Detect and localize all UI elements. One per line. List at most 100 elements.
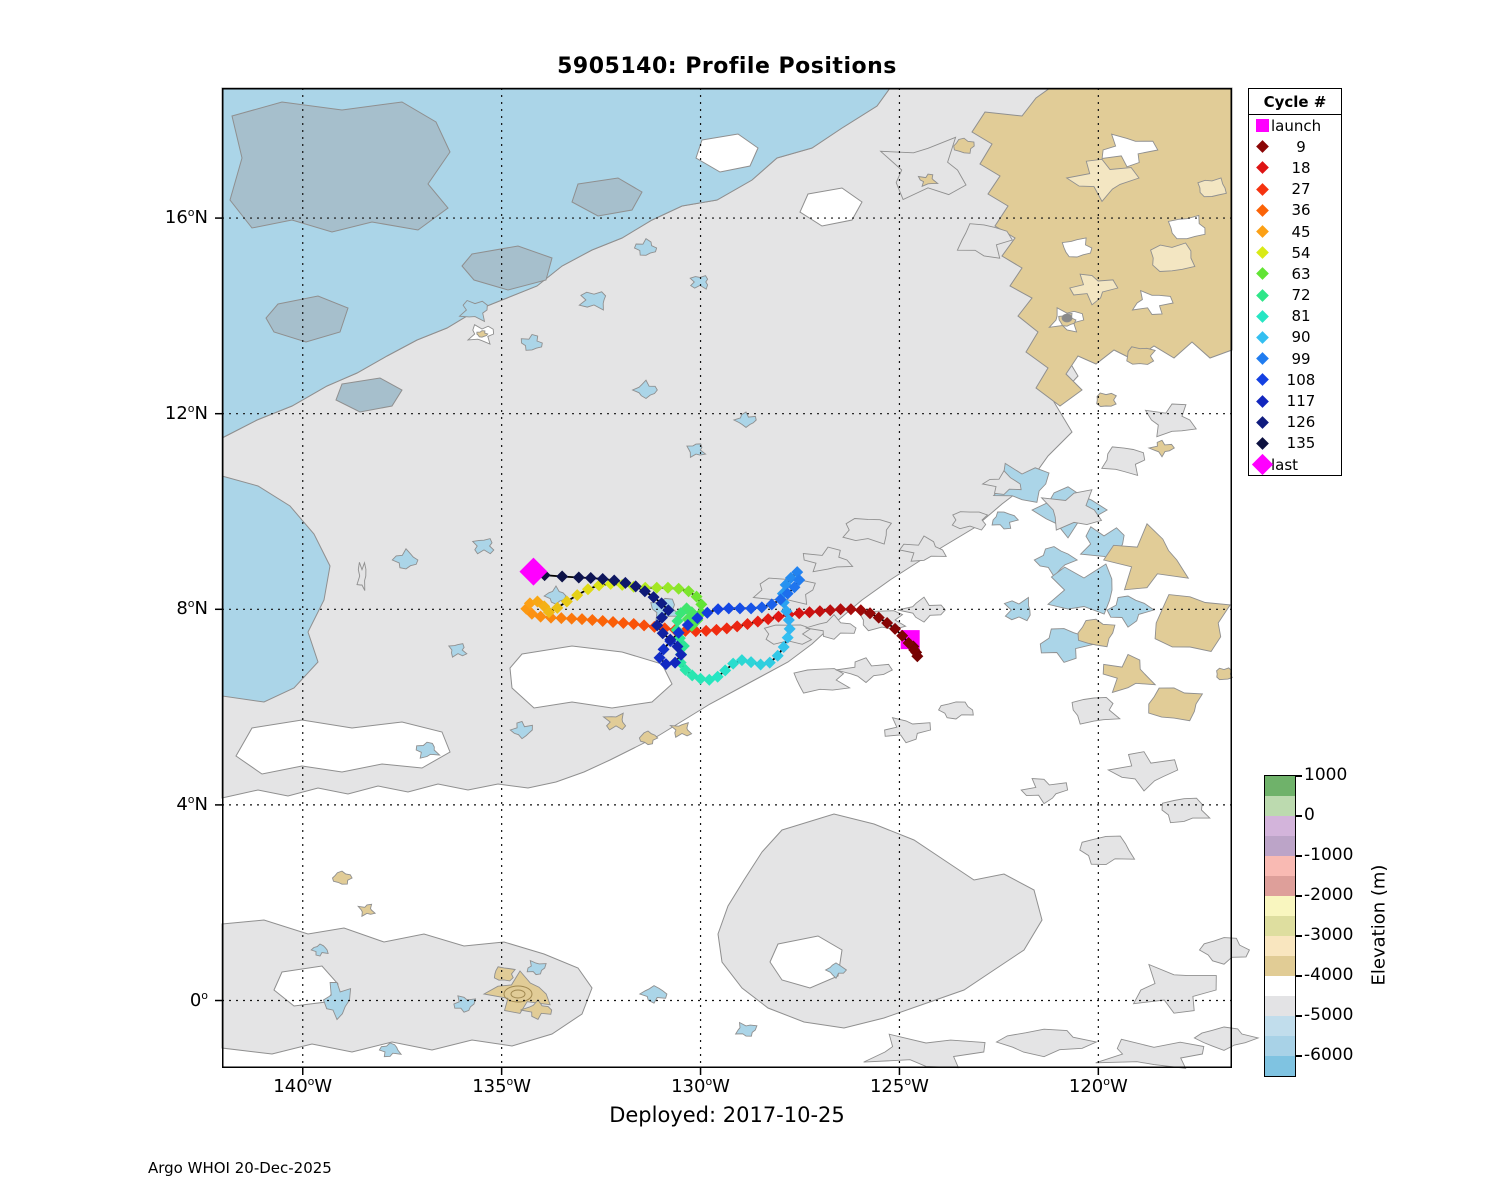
cycle-marker <box>701 606 714 619</box>
bathymetry-patch <box>476 330 489 338</box>
bathymetry-patch <box>917 173 939 188</box>
cycle-marker <box>793 573 806 586</box>
cycle-marker <box>661 581 674 594</box>
cycle-marker <box>671 640 684 653</box>
cycle-marker <box>655 597 668 610</box>
map-region-deepest-1 <box>229 101 451 233</box>
colorbar-segment <box>1265 816 1295 836</box>
colorbar-tick-label: -3000 <box>1304 925 1354 945</box>
cycle-marker <box>700 624 713 637</box>
bathymetry-patch <box>578 291 607 311</box>
cycle-marker <box>638 585 651 598</box>
cycle-marker <box>581 583 594 596</box>
x-tick-label: 135oW <box>472 1075 532 1097</box>
bathymetry-patch <box>1144 403 1198 438</box>
bathymetry-patch <box>802 546 854 573</box>
cycle-marker <box>671 615 684 628</box>
colorbar-tick-mark <box>1295 855 1302 857</box>
plot-border <box>222 88 1232 1068</box>
legend-entry: 108 <box>1249 369 1341 390</box>
cycle-legend-icon <box>1254 352 1271 366</box>
cycle-marker <box>763 656 776 669</box>
x-axis-title: Deployed: 2017-10-25 <box>609 1103 845 1127</box>
bathymetry-patch <box>1096 392 1117 407</box>
bathymetry-patch <box>981 470 1022 495</box>
cycle-marker <box>771 649 784 662</box>
cycle-marker <box>788 581 801 594</box>
map-region-white-hole-5 <box>695 133 759 173</box>
cycle-marker <box>777 640 790 653</box>
map-plot-area <box>215 87 1260 1075</box>
bathymetry-patch <box>937 701 974 720</box>
cycle-marker <box>627 617 640 630</box>
legend-entry-label: 9 <box>1296 137 1306 156</box>
cycle-marker <box>751 615 764 628</box>
bathymetry-patch <box>951 511 989 531</box>
last-marker <box>519 557 548 586</box>
legend-entry: 81 <box>1249 306 1341 327</box>
bathymetry-patch <box>995 1028 1098 1058</box>
cycle-marker <box>824 604 837 617</box>
legend-entry-label: 45 <box>1291 222 1311 241</box>
bathymetry-patch <box>956 223 1013 259</box>
cycle-marker <box>576 613 589 626</box>
y-tick-label: 12oN <box>164 401 208 424</box>
bathymetry-patch <box>1065 158 1140 203</box>
seamount-summit <box>1061 313 1073 323</box>
bathymetry-patch <box>863 1033 986 1069</box>
bathymetry-patch <box>835 657 893 684</box>
cycle-marker <box>780 605 793 618</box>
bathymetry-patch <box>1003 596 1031 622</box>
bathymetry-patch <box>357 903 377 918</box>
map-region-deepest-5 <box>335 377 403 413</box>
cycle-marker <box>774 593 787 606</box>
colorbar-segment <box>1265 936 1295 956</box>
cycle-marker <box>741 617 754 630</box>
bathymetry-patch <box>734 1021 758 1037</box>
cycle-marker <box>584 572 597 584</box>
cycle-marker <box>596 615 609 628</box>
cycle-marker <box>772 610 785 623</box>
bathymetry-patch <box>1095 1038 1205 1069</box>
bathymetry-patch <box>1161 797 1211 824</box>
last-legend-icon <box>1251 453 1274 476</box>
bathymetry-patch <box>669 722 693 739</box>
cycle-marker <box>782 614 795 627</box>
colorbar-tick-mark <box>1295 775 1302 777</box>
colorbar-tick-label: -6000 <box>1304 1045 1354 1065</box>
cycle-legend-icon <box>1254 161 1271 175</box>
legend-entry-label: 36 <box>1291 201 1311 220</box>
legend-entry: 72 <box>1249 285 1341 306</box>
bathymetry-patch <box>897 596 946 623</box>
cycle-legend-icon <box>1254 415 1271 429</box>
cycle-marker <box>844 603 857 616</box>
bathymetry-patch <box>1193 1026 1260 1051</box>
legend-entry: launch <box>1249 115 1341 136</box>
colorbar-tick-mark <box>1295 895 1302 897</box>
footer-note: Argo WHOI 20-Dec-2025 <box>148 1159 332 1177</box>
colorbar-tick-mark <box>1295 975 1302 977</box>
y-tick-label: 8oN <box>176 597 208 620</box>
cycle-marker <box>593 579 606 592</box>
bathymetry-patch <box>602 712 627 731</box>
cycle-marker <box>695 598 708 611</box>
cycle-marker <box>710 623 723 636</box>
cycle-marker <box>765 598 778 611</box>
cycle-marker <box>551 601 564 614</box>
cycle-marker <box>889 622 902 635</box>
cycle-marker <box>872 611 885 624</box>
cycle-legend-icon <box>1254 437 1271 450</box>
bathymetry-patch <box>638 985 668 1004</box>
legend-entry: 45 <box>1249 221 1341 242</box>
y-tick-label: 0o <box>189 988 208 1011</box>
bathymetry-patch <box>1069 273 1119 306</box>
map-region-white-hole-1 <box>235 719 451 775</box>
bathymetry-patch <box>310 943 329 957</box>
bathymetry-patch <box>482 970 551 1014</box>
bathymetry-patch <box>842 518 893 545</box>
cycle-marker <box>538 600 551 613</box>
map-region-blue-left <box>221 475 331 703</box>
x-tick-label: 140oW <box>273 1075 333 1097</box>
x-tick-label: 120oW <box>1068 1075 1128 1097</box>
cycle-marker <box>783 622 796 635</box>
